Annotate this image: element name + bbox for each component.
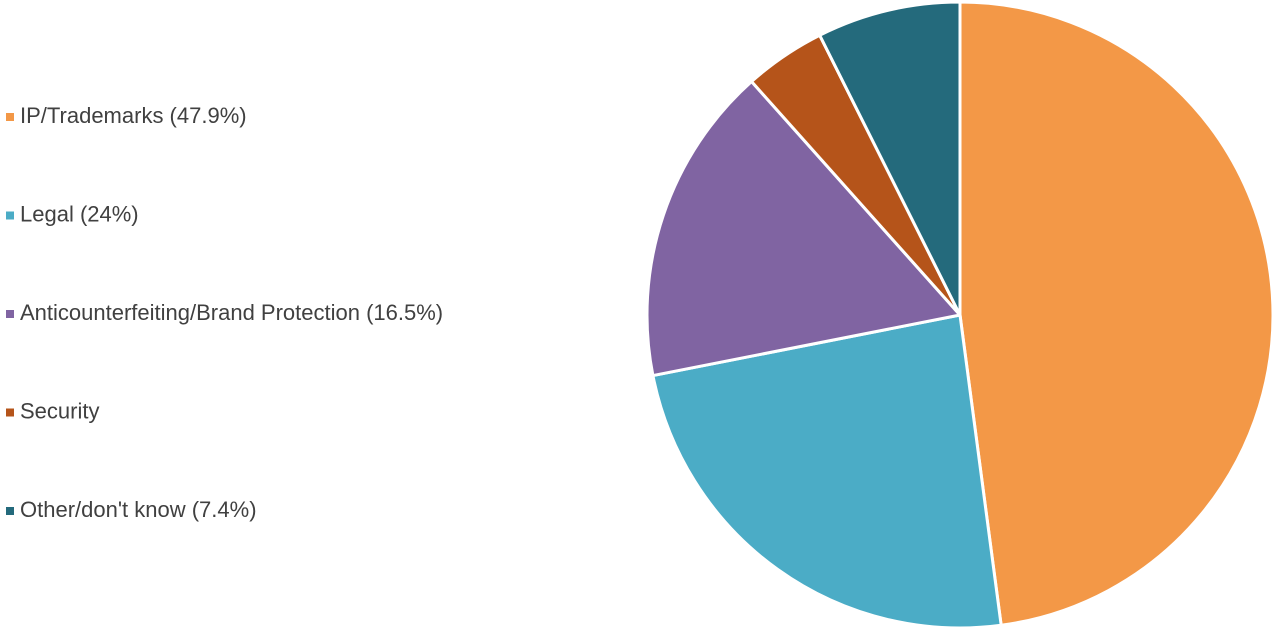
legend-swatch: [6, 113, 14, 121]
legend-label: Security: [20, 398, 99, 423]
legend-swatch: [6, 408, 14, 417]
legend-swatch: [6, 507, 14, 515]
legend-label: Anticounterfeiting/Brand Protection (16.…: [20, 300, 443, 325]
pie-slice: [651, 313, 1003, 630]
legend-label: IP/Trademarks (47.9%): [20, 103, 247, 128]
pie-slice: [958, 0, 1275, 627]
legend-label: Other/don't know (7.4%): [20, 497, 257, 522]
legend-swatch: [6, 310, 14, 318]
pie-slice: [645, 80, 962, 378]
pie-slice: [818, 0, 962, 317]
legend-label: Legal (24%): [20, 201, 139, 226]
legend-swatch: [6, 211, 14, 220]
